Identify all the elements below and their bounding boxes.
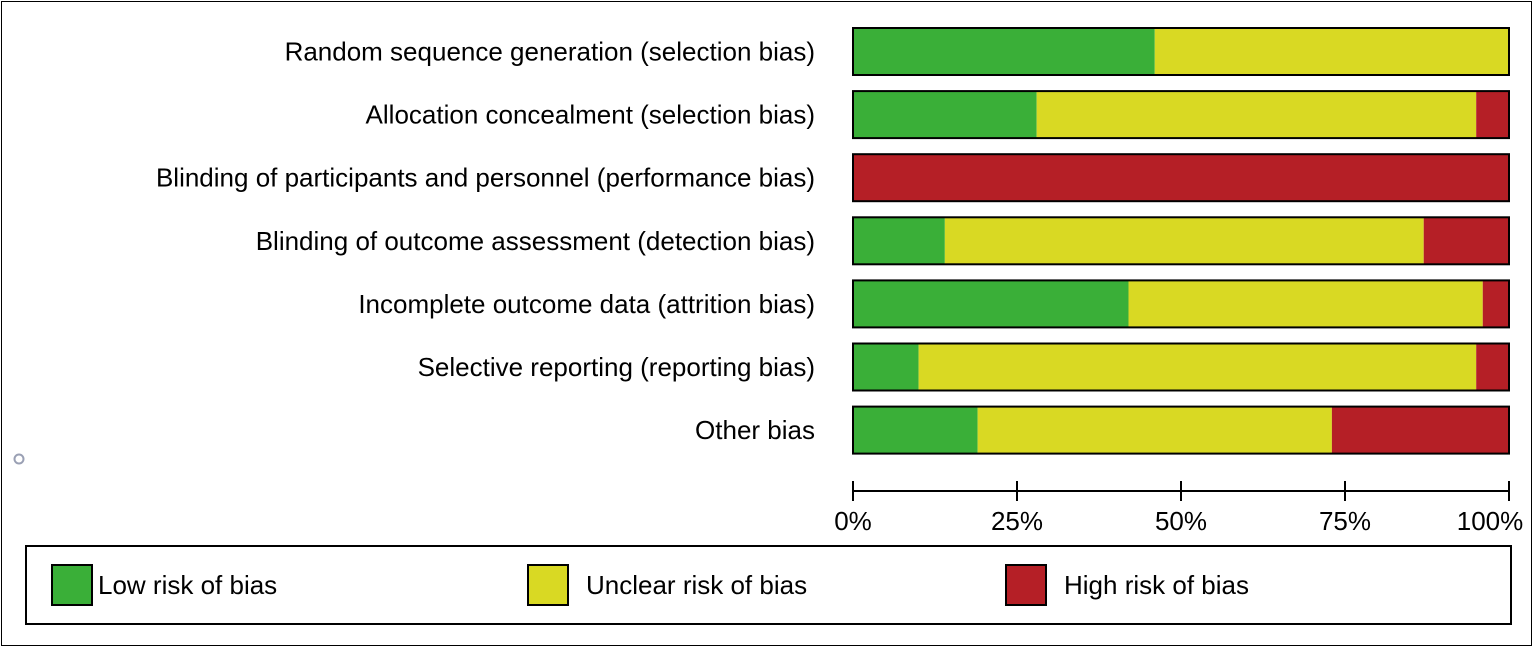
bar-segment-high	[1476, 91, 1509, 139]
bar-outline	[852, 216, 1510, 266]
bar-segment-high	[1331, 406, 1509, 454]
legend-swatch	[527, 564, 569, 606]
bar-segment-unclear	[1154, 28, 1509, 75]
bar-segment-high	[1482, 280, 1509, 328]
bar-segment-unclear	[977, 406, 1332, 454]
bar-outline	[852, 153, 1510, 203]
x-tick-label: 0%	[834, 506, 872, 536]
bar-segment-unclear	[918, 343, 1477, 391]
bar-outline	[852, 90, 1510, 140]
bar-segment-high	[1423, 217, 1509, 265]
bar-segment-high	[1476, 343, 1509, 391]
legend-swatch	[51, 564, 93, 606]
bar-segment-high	[853, 154, 1509, 202]
x-axis: 0% 25% 50% 75% 100%	[834, 481, 1523, 536]
x-tick-label: 50%	[1155, 506, 1207, 536]
legend-label: High risk of bias	[1064, 570, 1249, 600]
marker-dot	[13, 453, 25, 465]
legend-label: Unclear risk of bias	[586, 570, 807, 600]
bar-segment-unclear	[1128, 280, 1483, 328]
category-label: Blinding of participants and personnel (…	[156, 163, 815, 193]
bar-outline	[852, 279, 1510, 329]
bars	[852, 27, 1510, 455]
category-label: Incomplete outcome data (attrition bias)	[358, 289, 815, 319]
legend: Low risk of bias Unclear risk of bias High…	[25, 545, 1512, 625]
bar-segment-low	[853, 280, 1129, 328]
category-label: Blinding of outcome assessment (detectio…	[256, 226, 815, 256]
x-tick-label: 25%	[991, 506, 1043, 536]
legend-box	[25, 545, 1512, 625]
category-labels: Random sequence generation (selection bi…	[156, 37, 815, 446]
category-label: Allocation concealment (selection bias)	[366, 100, 815, 130]
legend-label: Low risk of bias	[98, 570, 277, 600]
category-label: Random sequence generation (selection bi…	[285, 37, 815, 67]
bar-segment-low	[853, 406, 978, 454]
x-tick-label: 75%	[1319, 506, 1371, 536]
legend-swatch	[1005, 564, 1047, 606]
bar-segment-unclear	[1036, 91, 1477, 139]
x-tick-label: 100%	[1457, 506, 1524, 536]
bar-segment-unclear	[944, 217, 1424, 265]
bar-outline	[852, 27, 1510, 76]
category-label: Other bias	[695, 415, 815, 445]
bar-outline	[852, 342, 1510, 392]
bar-segment-low	[853, 217, 945, 265]
bar-segment-low	[853, 343, 919, 391]
bar-segment-low	[853, 28, 1155, 75]
category-label: Selective reporting (reporting bias)	[418, 352, 815, 382]
bar-outline	[852, 405, 1510, 455]
bar-segment-low	[853, 91, 1037, 139]
